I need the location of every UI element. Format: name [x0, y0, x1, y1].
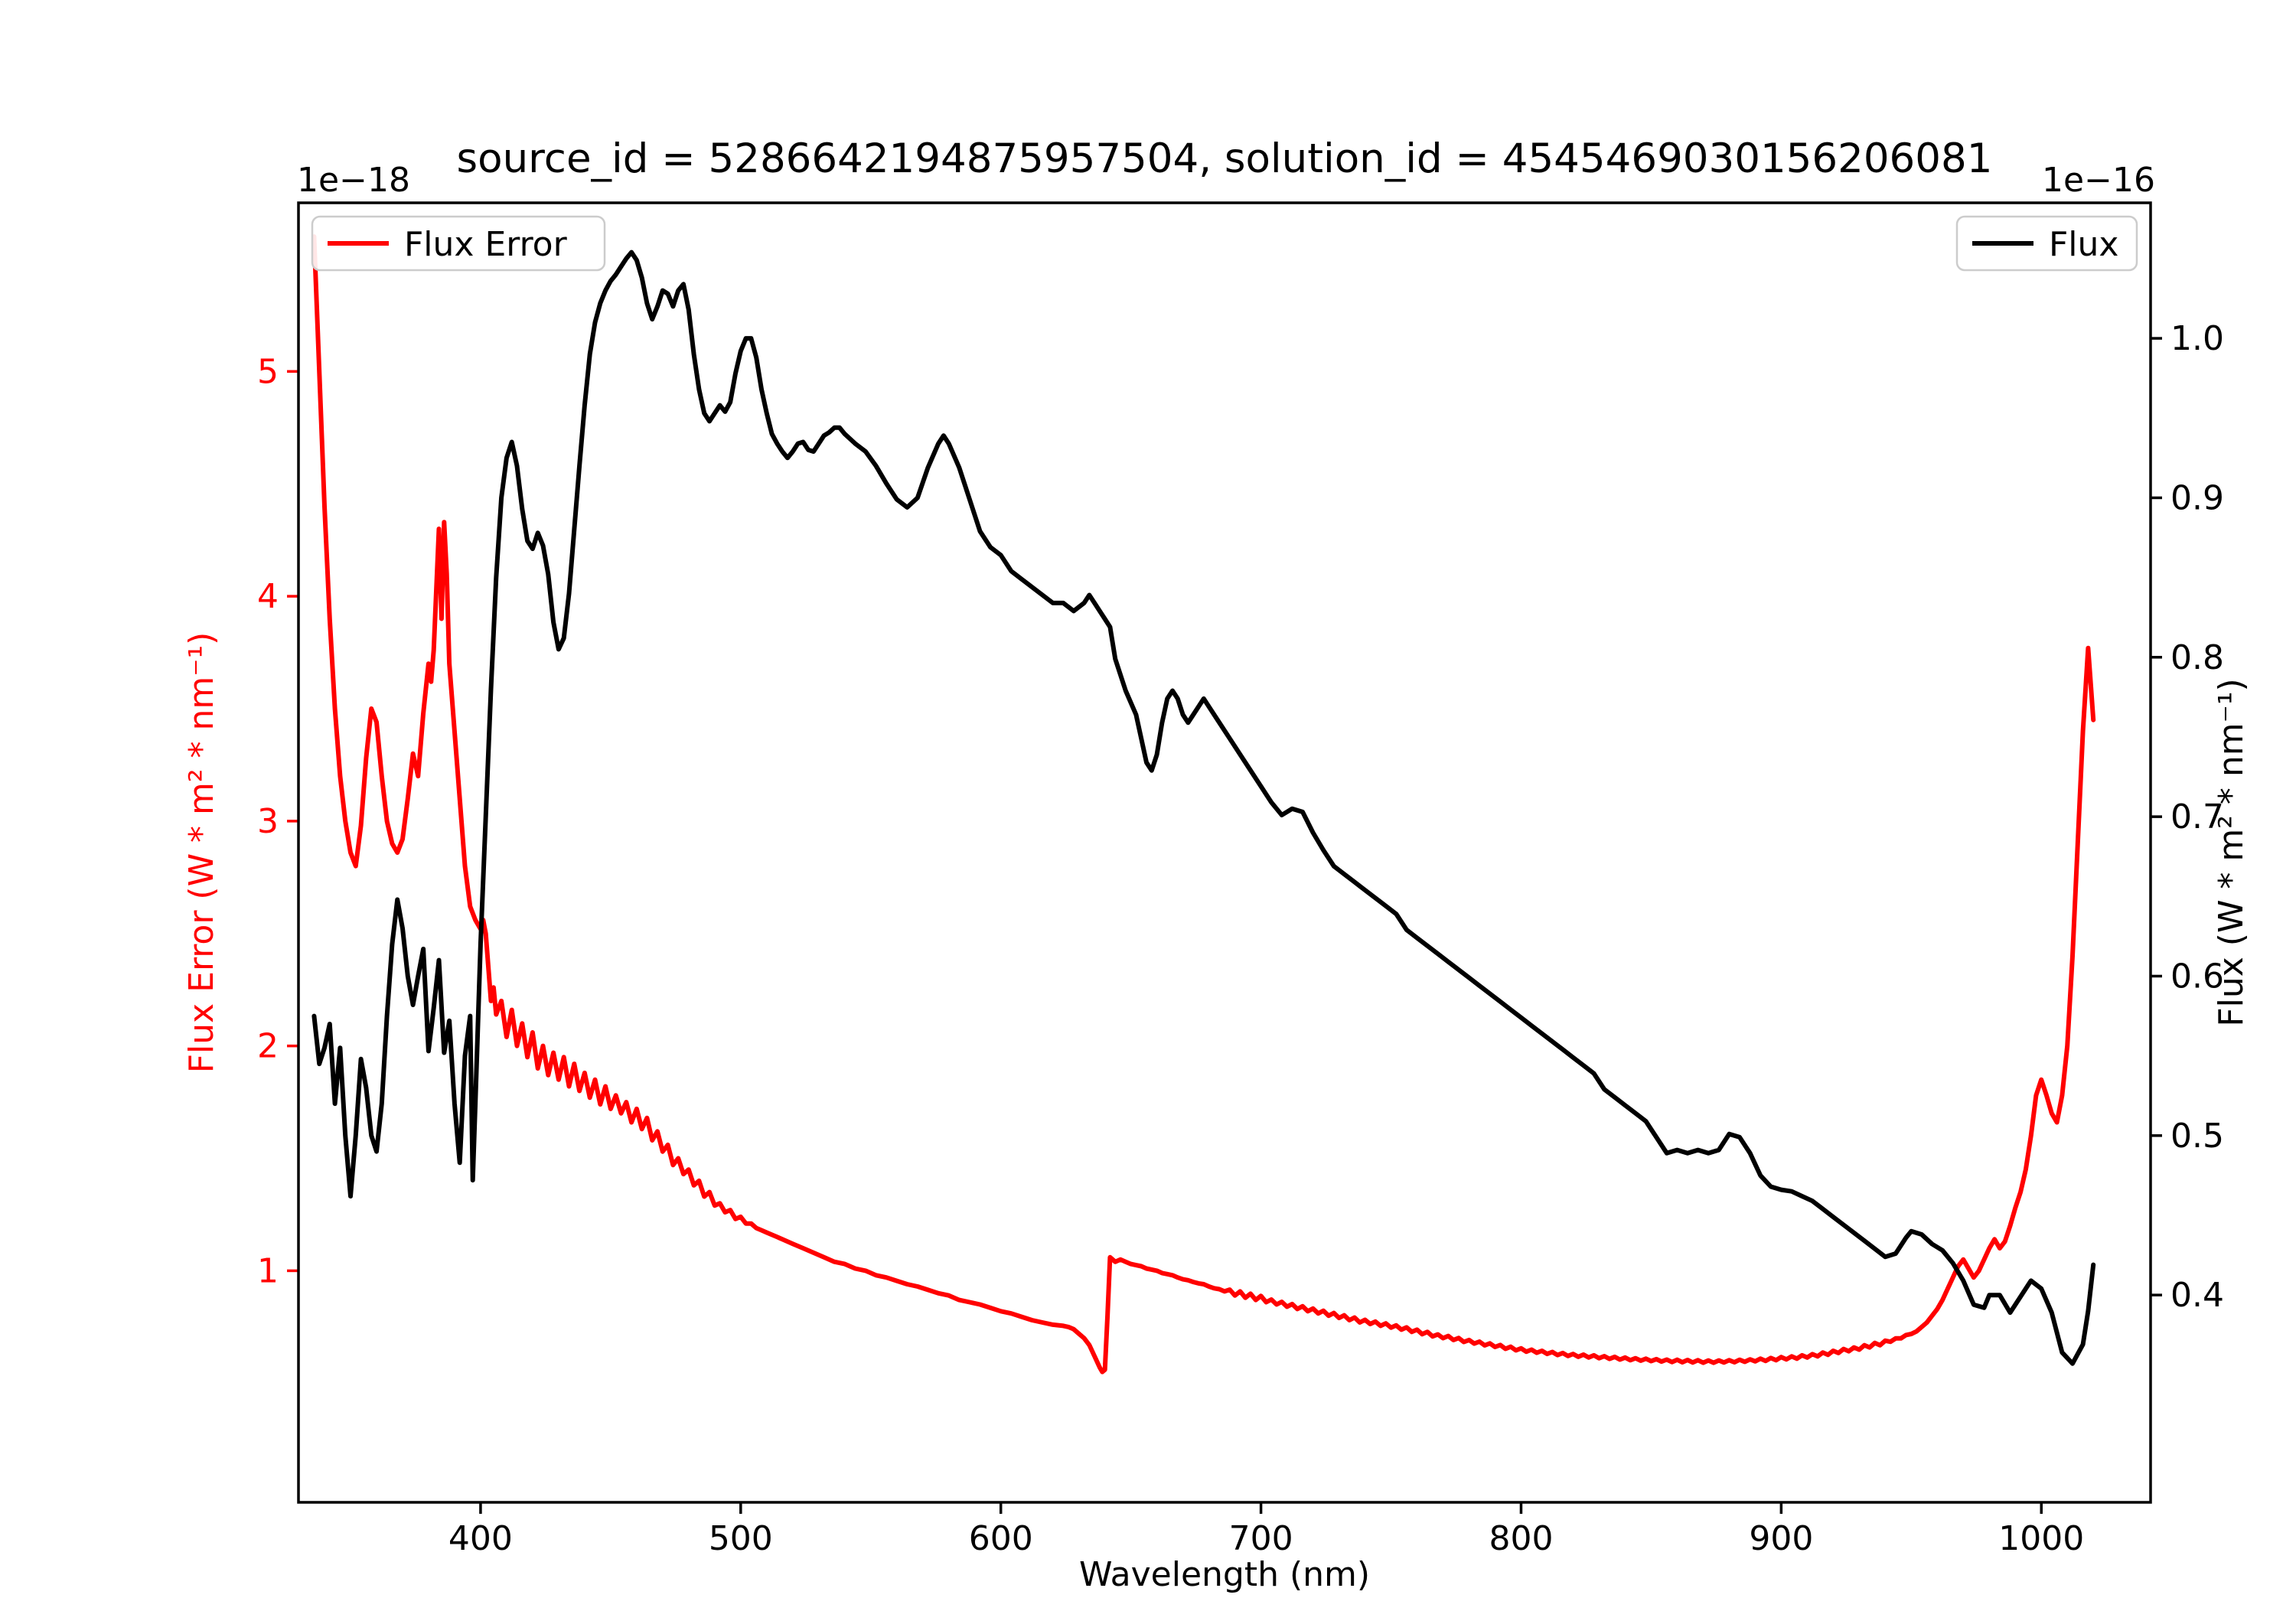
right-tick-label: 0.7 [2170, 797, 2224, 836]
legend-flux-error: Flux Error [311, 215, 606, 272]
left-tick-label: 5 [257, 352, 279, 391]
x-tick-label: 800 [1489, 1519, 1553, 1558]
x-axis-label: Wavelength (nm) [1079, 1555, 1370, 1594]
flux-error-line [311, 234, 2096, 1375]
right-tick-label: 1.0 [2170, 319, 2224, 358]
right-tick-label: 0.4 [2170, 1276, 2224, 1315]
x-tick-label: 500 [709, 1519, 773, 1558]
right-tick-label: 0.9 [2170, 478, 2224, 517]
right-axis-ticks: 0.4 0.5 0.6 0.7 0.8 0.9 1.0 [2151, 319, 2224, 1315]
legend-box [311, 215, 606, 272]
x-tick-label: 400 [448, 1519, 513, 1558]
right-axis-offset-text: 1e−16 [2042, 161, 2155, 200]
series-lines [311, 234, 2096, 1375]
x-tick-label: 600 [969, 1519, 1033, 1558]
legend-label-flux: Flux [2049, 225, 2118, 264]
left-tick-label: 2 [257, 1027, 279, 1066]
plot-border [297, 201, 2152, 1504]
chart-title: source_id = 5286642194875957504, solutio… [457, 135, 1993, 182]
flux-line [311, 249, 2096, 1366]
legend-label-flux-error: Flux Error [404, 225, 568, 264]
x-axis-ticks: 400 500 600 700 800 900 1000 [448, 1502, 2084, 1558]
legend-flux: Flux [1955, 215, 2138, 272]
x-tick-label: 1000 [1998, 1519, 2084, 1558]
legend-box [1955, 215, 2138, 272]
left-axis-ticks: 1 2 3 4 5 [257, 352, 298, 1290]
left-tick-label: 3 [257, 802, 279, 841]
right-tick-label: 0.6 [2170, 957, 2224, 996]
right-tick-label: 0.5 [2170, 1117, 2224, 1156]
x-tick-label: 700 [1229, 1519, 1293, 1558]
left-tick-label: 4 [257, 577, 279, 616]
right-axis-label: Flux (W * m² * nm⁻¹) [2212, 678, 2251, 1026]
left-tick-label: 1 [257, 1251, 279, 1290]
right-tick-label: 0.8 [2170, 638, 2224, 677]
left-axis-label: Flux Error (W * m² * nm⁻¹) [182, 632, 221, 1074]
left-axis-offset-text: 1e−18 [297, 161, 410, 200]
x-tick-label: 900 [1749, 1519, 1813, 1558]
